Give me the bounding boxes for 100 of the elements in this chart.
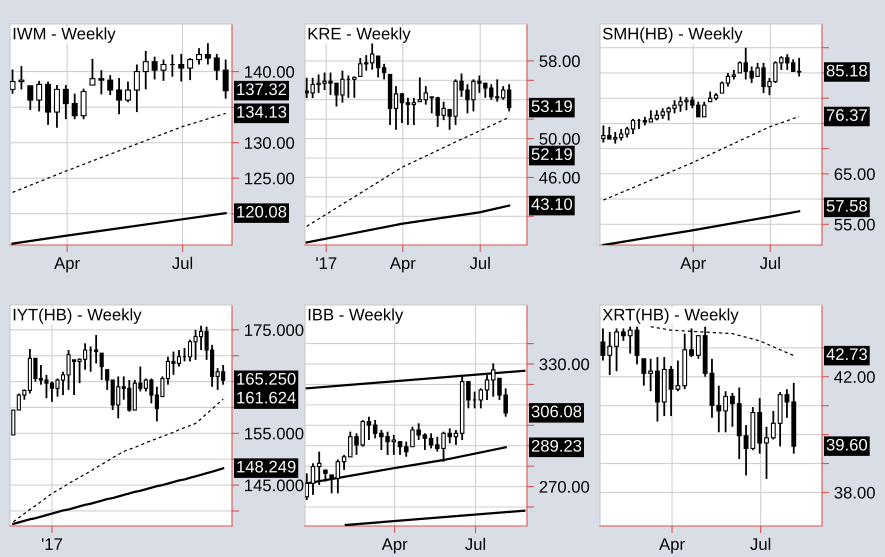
candlestick [72,92,78,120]
y-tick-label: 58.00 [539,55,580,68]
candlestick [459,72,464,98]
candlestick [62,84,69,120]
candlestick [89,58,96,86]
candlestick [204,42,211,66]
chart-title: XRT(HB) - Weekly [602,308,739,324]
annotation: 85.18 [826,64,867,77]
y-tick-label: 130.00 [245,137,294,149]
candlestick [160,58,166,82]
annotation: 57.58 [826,200,867,212]
y-tick-label: 38.00 [834,486,875,499]
annotation: 42.73 [826,348,867,360]
chart-title: IBB - Weekly [308,308,404,324]
candlestick [478,387,484,410]
x-tick-label: Apr [680,257,706,272]
annotation: 43.10 [531,198,572,210]
candlestick [134,64,140,114]
candlestick [607,330,612,376]
candlestick [142,50,149,90]
x-tick-label: Jul [172,256,192,270]
x-tick-label: Apr [54,257,80,272]
y-tick-label: 50.00 [539,132,580,145]
x-tick-label: Apr [390,257,416,272]
annotation: 52.19 [532,148,572,160]
y-tick-label: 270.00 [540,480,590,493]
candlestick [503,387,508,418]
candlestick [178,52,184,82]
x-tick-label: Jul [470,256,490,270]
y-tick-label: 145.000 [245,480,304,492]
candlestick [744,424,748,476]
x-tick-label: Jul [465,538,486,550]
annotation: 76.37 [826,109,867,121]
y-tick-label: 55.00 [834,218,875,231]
candlestick [27,84,34,111]
candlestick [730,392,735,428]
candlestick [196,47,202,66]
annotation: 120.08 [237,206,286,218]
candlestick [214,52,220,82]
candlestick [116,77,122,116]
candlestick [152,56,158,80]
candlestick [94,334,98,364]
y-tick-label: 330.00 [539,358,590,370]
x-tick-label: Jul [750,538,770,550]
chart-title: KRE - Weekly [308,27,411,43]
y-tick-label: 140.00 [245,66,294,78]
annotation: 53.19 [532,100,572,112]
candlestick [352,76,357,99]
candlestick [614,328,619,372]
candlestick [668,365,674,417]
candlestick [100,352,104,381]
y-tick-label: 155.000 [245,428,304,440]
candlestick [124,80,131,104]
candlestick [641,358,646,387]
candlestick [169,54,176,78]
candlestick [628,326,633,354]
x-tick-label: '17 [316,257,336,269]
annotation: 134.13 [237,106,286,118]
y-tick-label: 42.00 [834,371,875,383]
text: 165.250 [237,372,296,385]
candlestick [648,358,654,392]
text: 161.624 [237,392,296,404]
line-series [306,116,510,227]
candlestick [187,57,194,82]
candlestick [54,84,60,129]
y-tick-label: 125.00 [245,172,294,184]
line-series [12,112,226,194]
chart-title: SMH(HB) - Weekly [602,27,743,43]
y-tick-label: 46.00 [539,172,580,184]
chart-title: IWM - Weekly [14,27,116,43]
candlestick [222,58,229,100]
candlestick [36,80,42,112]
x-tick-label: '17 [42,538,62,550]
candlestick [770,410,776,440]
line-series [11,212,227,245]
candlestick [620,328,626,342]
annotation: 39.60 [826,438,868,451]
candlestick [107,74,114,96]
annotation: 137.32 [237,83,286,96]
candlestick [784,388,790,419]
line-series [602,210,800,245]
candlestick [675,360,680,392]
text: 148.249 [237,460,296,473]
candlestick [764,426,769,480]
candlestick [18,65,24,90]
candlestick [723,390,728,434]
x-tick-label: Jul [760,256,780,270]
candlestick [600,328,606,362]
line-series [306,204,510,244]
annotation: 306.08 [532,406,582,418]
chart-title: IYT(HB) - Weekly [14,308,142,324]
candlestick [716,384,722,434]
candlestick [720,80,724,94]
candlestick [98,69,104,96]
line-series [602,116,800,201]
y-tick-label: 65.00 [834,168,875,180]
x-tick-label: Apr [659,538,685,554]
annotation: 289.23 [532,440,582,452]
y-tick-label: 175.000 [245,324,304,336]
x-tick-label: Apr [382,538,408,554]
